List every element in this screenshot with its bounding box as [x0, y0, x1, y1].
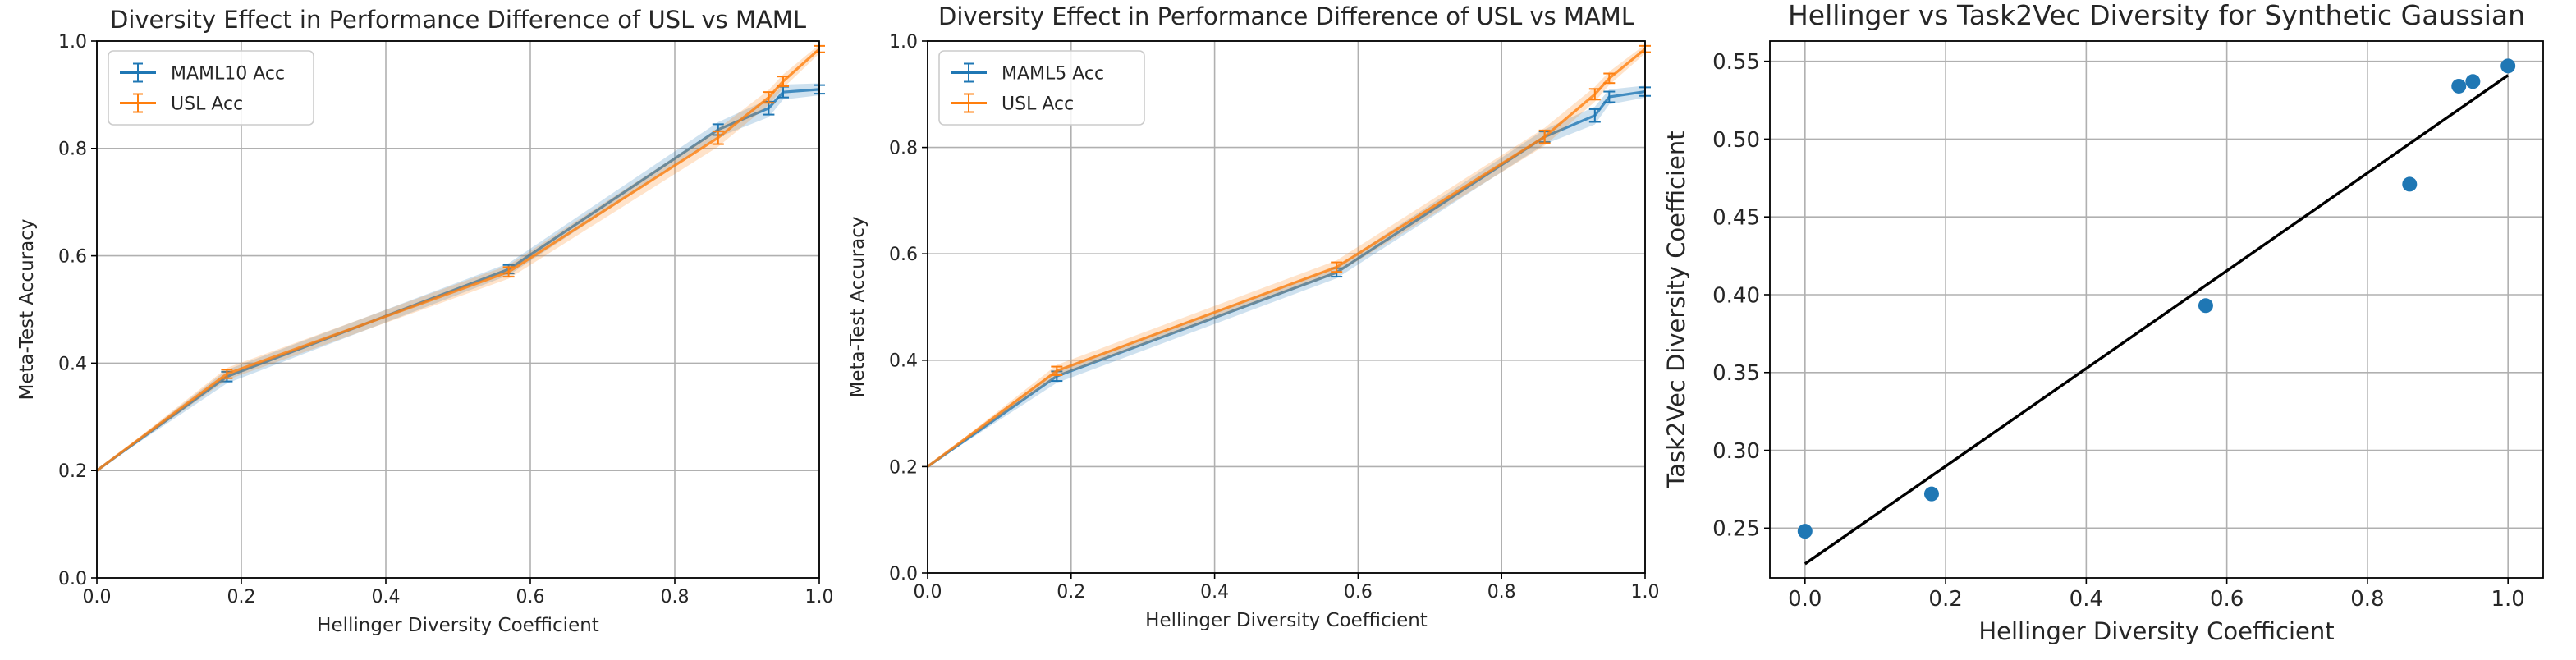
scatter-point — [2402, 176, 2418, 192]
y-tick-label: 0.25 — [1712, 517, 1760, 542]
legend-box — [938, 50, 1145, 126]
y-tick-label: 0.4 — [58, 354, 87, 374]
y-tick-label: 0.2 — [58, 461, 87, 482]
y-axis-label: Task2Vec Diversity Coefficient — [1662, 131, 1690, 488]
x-tick-label: 1.0 — [2491, 587, 2525, 612]
axes-frame — [96, 40, 820, 579]
legend-box — [108, 50, 314, 126]
x-tick-label: 0.4 — [1200, 582, 1229, 603]
x-tick-label: 0.8 — [1487, 582, 1516, 603]
axes-frame — [927, 40, 1646, 574]
scatter-point — [2500, 58, 2516, 74]
legend: MAML5 Acc USL Acc — [938, 50, 1145, 126]
y-tick-label: 0.30 — [1712, 439, 1760, 464]
chart-title: Diversity Effect in Performance Differen… — [938, 2, 1634, 30]
x-tick-label: 0.2 — [1057, 582, 1085, 603]
axes-frame — [1769, 40, 2544, 579]
fit-line — [1804, 74, 2510, 566]
legend-label: MAML10 Acc — [171, 64, 285, 85]
x-axis-label: Hellinger Diversity Coefficient — [1145, 610, 1428, 631]
x-tick-label: 0.2 — [1928, 587, 1962, 612]
x-tick-label: 0.0 — [83, 587, 112, 607]
x-tick-label: 0.8 — [2350, 587, 2384, 612]
x-tick-label: 0.6 — [516, 587, 545, 607]
series-usl-acc — [927, 44, 1651, 468]
y-tick-label: 0.6 — [889, 245, 918, 265]
x-tick-label: 0.2 — [227, 587, 256, 607]
x-tick-label: 0.6 — [1344, 582, 1373, 603]
x-tick-label: 0.8 — [661, 587, 690, 607]
legend-label: USL Acc — [1002, 94, 1074, 115]
x-tick-label: 1.0 — [805, 587, 834, 607]
y-tick-label: 0.45 — [1712, 206, 1760, 231]
y-axis-label: Meta-Test Accuracy — [16, 219, 38, 401]
x-tick-label: 0.6 — [2210, 587, 2244, 612]
scatter-point — [1797, 524, 1813, 539]
y-tick-label: 1.0 — [58, 32, 87, 53]
scatter-point — [1923, 486, 1939, 502]
chart-2: 0.0 0.2 0.4 0.6 0.8 1.0 0.0 0.2 0.4 0.6 0.8 1.0 Dive… — [847, 2, 1660, 631]
chart-title: Diversity Effect in Performance Differen… — [110, 6, 806, 34]
y-tick-label: 0.0 — [58, 569, 87, 589]
y-tick-label: 0.8 — [58, 140, 87, 160]
y-tick-label: 0.35 — [1712, 361, 1760, 386]
chart-1: 0.0 0.2 0.4 0.6 0.8 1.0 0.0 0.2 0.4 0.6 0.8 1.0 Dive… — [16, 6, 834, 636]
y-axis-label: Meta-Test Accuracy — [847, 217, 869, 398]
chart-title: Hellinger vs Task2Vec Diversity for Synt… — [1788, 0, 2525, 31]
legend-label: MAML5 Acc — [1002, 64, 1104, 85]
x-tick-label: 0.0 — [1788, 587, 1822, 612]
x-axis-label: Hellinger Diversity Coefficient — [1978, 617, 2334, 645]
y-tick-label: 0.50 — [1712, 128, 1760, 153]
chart-3: 0.0 0.2 0.4 0.6 0.8 1.0 0.25 0.30 0.35 0.40 0.45 0.… — [1662, 0, 2544, 645]
y-tick-label: 1.0 — [889, 32, 918, 53]
y-tick-label: 0.4 — [889, 351, 918, 372]
x-tick-label: 0.4 — [2070, 587, 2103, 612]
y-tick-label: 0.6 — [58, 247, 87, 268]
x-tick-label: 0.0 — [914, 582, 942, 603]
y-tick-label: 0.2 — [889, 457, 918, 478]
x-axis-label: Hellinger Diversity Coefficient — [317, 615, 599, 636]
y-tick-label: 0.55 — [1712, 50, 1760, 75]
x-tick-label: 0.4 — [372, 587, 401, 607]
legend: MAML10 Acc USL Acc — [108, 50, 314, 126]
scatter-point — [2451, 78, 2467, 94]
scatter-point — [2198, 298, 2213, 314]
scatter-point — [2465, 74, 2481, 89]
x-tick-label: 1.0 — [1631, 582, 1660, 603]
y-tick-label: 0.0 — [889, 564, 918, 584]
error-band — [97, 83, 819, 471]
y-tick-label: 0.40 — [1712, 283, 1760, 308]
legend-label: USL Acc — [171, 94, 243, 115]
y-tick-label: 0.8 — [889, 139, 918, 159]
